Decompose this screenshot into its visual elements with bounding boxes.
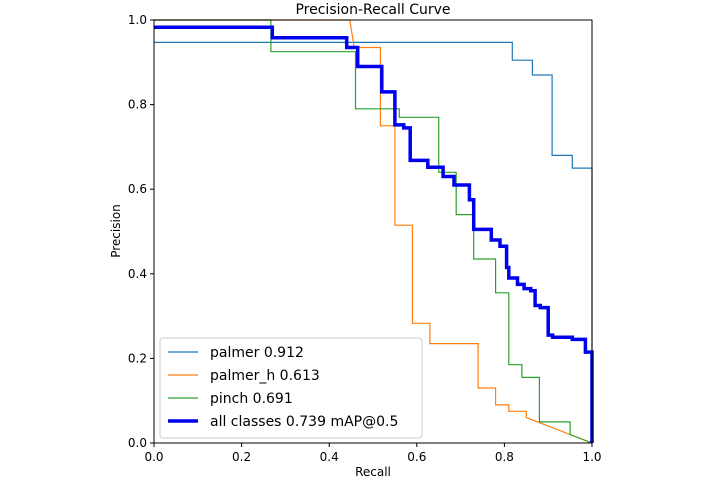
legend-label-1: palmer_h 0.613 bbox=[210, 368, 320, 384]
y-tick-label: 0.4 bbox=[128, 267, 147, 281]
legend: palmer 0.912 palmer_h 0.613 pinch 0.691 all… bbox=[159, 337, 423, 439]
x-tick-label: 0.2 bbox=[232, 450, 251, 464]
series-layer bbox=[154, 19, 594, 444]
y-tick-label: 0.6 bbox=[128, 182, 147, 196]
series-line-2 bbox=[154, 19, 593, 444]
series-line-3 bbox=[154, 25, 594, 443]
y-axis-label: Precision bbox=[109, 204, 123, 258]
x-axis-label: Recall bbox=[355, 465, 391, 479]
x-tick-label: 0.6 bbox=[407, 450, 426, 464]
x-tick-label: 0.0 bbox=[144, 450, 163, 464]
series-line-0 bbox=[154, 41, 593, 443]
y-tick-label: 1.0 bbox=[128, 13, 147, 27]
x-tick-label: 0.4 bbox=[320, 450, 339, 464]
plot-frame bbox=[153, 19, 593, 444]
plot-area bbox=[153, 19, 594, 444]
x-tick-label: 1.0 bbox=[582, 450, 601, 464]
y-axis-ticks: 0.0 0.2 0.4 0.6 0.8 1.0 bbox=[128, 13, 154, 450]
y-tick-label: 0.2 bbox=[128, 351, 147, 365]
y-tick-label: 0.8 bbox=[128, 98, 147, 112]
x-axis-ticks: 0.0 0.2 0.4 0.6 0.8 1.0 bbox=[144, 443, 602, 464]
legend-items: palmer 0.912 palmer_h 0.613 pinch 0.691 all… bbox=[168, 345, 398, 430]
series-line-1 bbox=[154, 19, 593, 444]
legend-label-3: all classes 0.739 mAP@0.5 bbox=[210, 414, 398, 430]
x-tick-label: 0.8 bbox=[495, 450, 514, 464]
chart-title: Precision-Recall Curve bbox=[295, 2, 450, 18]
legend-label-0: palmer 0.912 bbox=[210, 345, 304, 361]
legend-box bbox=[159, 337, 423, 439]
legend-label-2: pinch 0.691 bbox=[210, 391, 293, 407]
y-tick-label: 0.0 bbox=[128, 436, 147, 450]
